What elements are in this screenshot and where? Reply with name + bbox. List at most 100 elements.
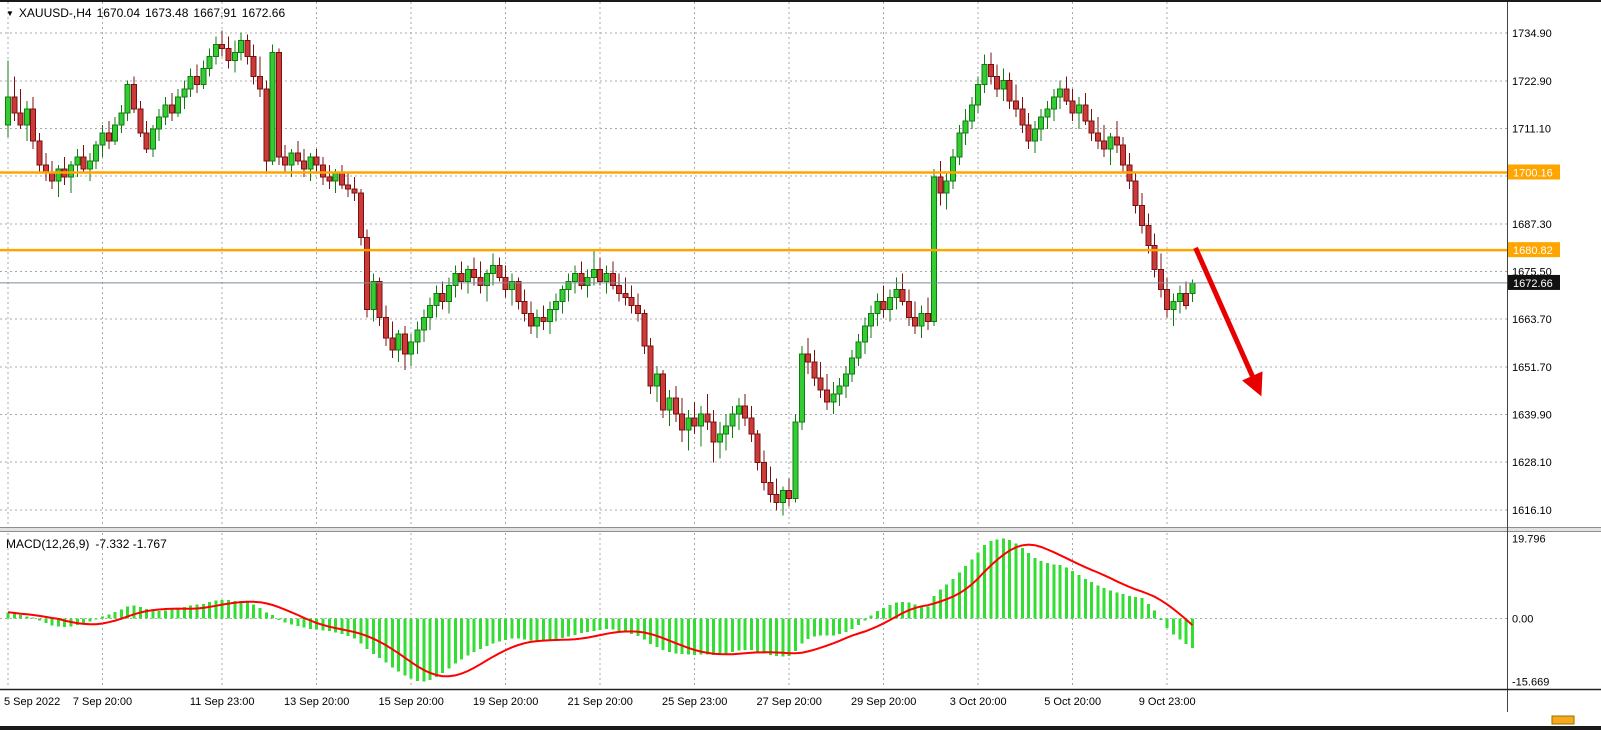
- candle: [401, 325, 408, 370]
- candle: [1183, 281, 1190, 310]
- candle: [534, 309, 541, 338]
- candle: [849, 349, 856, 382]
- candle: [452, 265, 459, 298]
- candle: [1157, 253, 1164, 298]
- candle: [168, 92, 175, 121]
- candle: [811, 349, 818, 387]
- candle: [1038, 108, 1045, 141]
- window-top-border: [0, 0, 1601, 2]
- price-axis-label: 1687.30: [1512, 219, 1552, 231]
- candle: [370, 273, 377, 322]
- price-axis[interactable]: 1734.901722.901711.101687.301675.501663.…: [1512, 28, 1552, 517]
- candle: [137, 100, 144, 137]
- time-axis-label: 5 Sep 2022: [4, 696, 60, 708]
- panel-divider[interactable]: [0, 527, 1601, 532]
- candle: [855, 333, 862, 366]
- candle: [5, 60, 11, 137]
- candle: [1069, 88, 1076, 121]
- time-axis-label: 27 Sep 20:00: [756, 696, 821, 708]
- candle: [124, 80, 131, 121]
- candle: [578, 261, 585, 290]
- price-axis-label: 1651.70: [1512, 362, 1552, 374]
- candle: [836, 377, 843, 407]
- candle: [521, 289, 528, 322]
- candle: [767, 466, 774, 503]
- candle: [36, 132, 43, 174]
- time-axis-label: 9 Oct 23:00: [1139, 696, 1196, 708]
- candle: [1170, 293, 1177, 326]
- candle: [515, 277, 522, 310]
- hline-price-label: 1700.16: [1508, 164, 1560, 180]
- scrollbar-thumb[interactable]: [1551, 715, 1575, 725]
- svg-text:1700.16: 1700.16: [1513, 167, 1553, 179]
- candle: [994, 64, 1001, 97]
- candle: [11, 76, 18, 121]
- price-axis-label: 1616.10: [1512, 505, 1552, 517]
- macd-signal-line: [7, 543, 1194, 678]
- candle: [786, 478, 793, 507]
- current-price-label: 1672.66: [1508, 274, 1560, 290]
- candle: [704, 394, 711, 431]
- candle: [105, 120, 112, 150]
- candle: [231, 40, 238, 73]
- ohlc-close: 1672.66: [241, 6, 286, 20]
- symbol-timeframe: XAUUSD-,H4: [18, 6, 92, 20]
- time-axis-label: 15 Sep 20:00: [378, 696, 443, 708]
- candle: [156, 108, 163, 141]
- time-axis-label: 3 Oct 20:00: [950, 696, 1007, 708]
- time-axis-label: 5 Oct 20:00: [1044, 696, 1101, 708]
- candle: [433, 285, 440, 318]
- candle: [653, 365, 660, 403]
- candle: [1145, 213, 1152, 254]
- time-axis-label: 19 Sep 20:00: [473, 696, 538, 708]
- candle: [761, 450, 767, 491]
- macd-label: MACD(12,26,9) -7.332 -1.767: [6, 537, 173, 551]
- candle: [376, 277, 383, 326]
- candle: [458, 261, 465, 290]
- candle: [86, 153, 93, 182]
- candle: [931, 169, 938, 326]
- candle: [899, 273, 906, 306]
- candle: [395, 329, 402, 362]
- ohlc-low: 1667.91: [193, 6, 237, 20]
- candle: [748, 406, 755, 443]
- candle: [307, 153, 314, 182]
- candle: [275, 48, 282, 166]
- candle: [874, 293, 881, 326]
- candle: [1126, 153, 1133, 190]
- candle: [364, 229, 371, 318]
- window-bottom-border: [0, 726, 1601, 730]
- candle: [647, 337, 654, 395]
- candle: [609, 261, 616, 290]
- candle: [477, 261, 484, 294]
- candle: [679, 398, 686, 443]
- time-axis[interactable]: 5 Sep 2022 7 Sep 20:00 11 Sep 23:00 13 Sep …: [4, 696, 1196, 708]
- candle: [716, 422, 723, 459]
- candle: [1031, 120, 1038, 154]
- candle: [357, 189, 364, 246]
- candle: [880, 285, 887, 318]
- candle: [792, 414, 799, 503]
- candle: [1113, 120, 1120, 154]
- candle: [943, 173, 950, 210]
- candle: [1044, 100, 1051, 129]
- candle: [805, 337, 812, 374]
- hline-price-label: 1680.82: [1508, 242, 1560, 258]
- candle: [149, 124, 156, 158]
- macd-axis-label: -15.669: [1512, 676, 1549, 688]
- candle: [112, 116, 119, 145]
- candle: [830, 381, 837, 415]
- candle: [408, 333, 415, 366]
- candle: [742, 394, 749, 427]
- trend-arrow[interactable]: [1193, 246, 1263, 397]
- candle: [99, 124, 106, 158]
- candle: [250, 44, 257, 85]
- candle: [962, 108, 969, 145]
- candle: [842, 365, 849, 399]
- candle: [987, 52, 994, 85]
- candle: [672, 386, 679, 423]
- candle: [565, 273, 572, 302]
- candle: [1164, 277, 1171, 318]
